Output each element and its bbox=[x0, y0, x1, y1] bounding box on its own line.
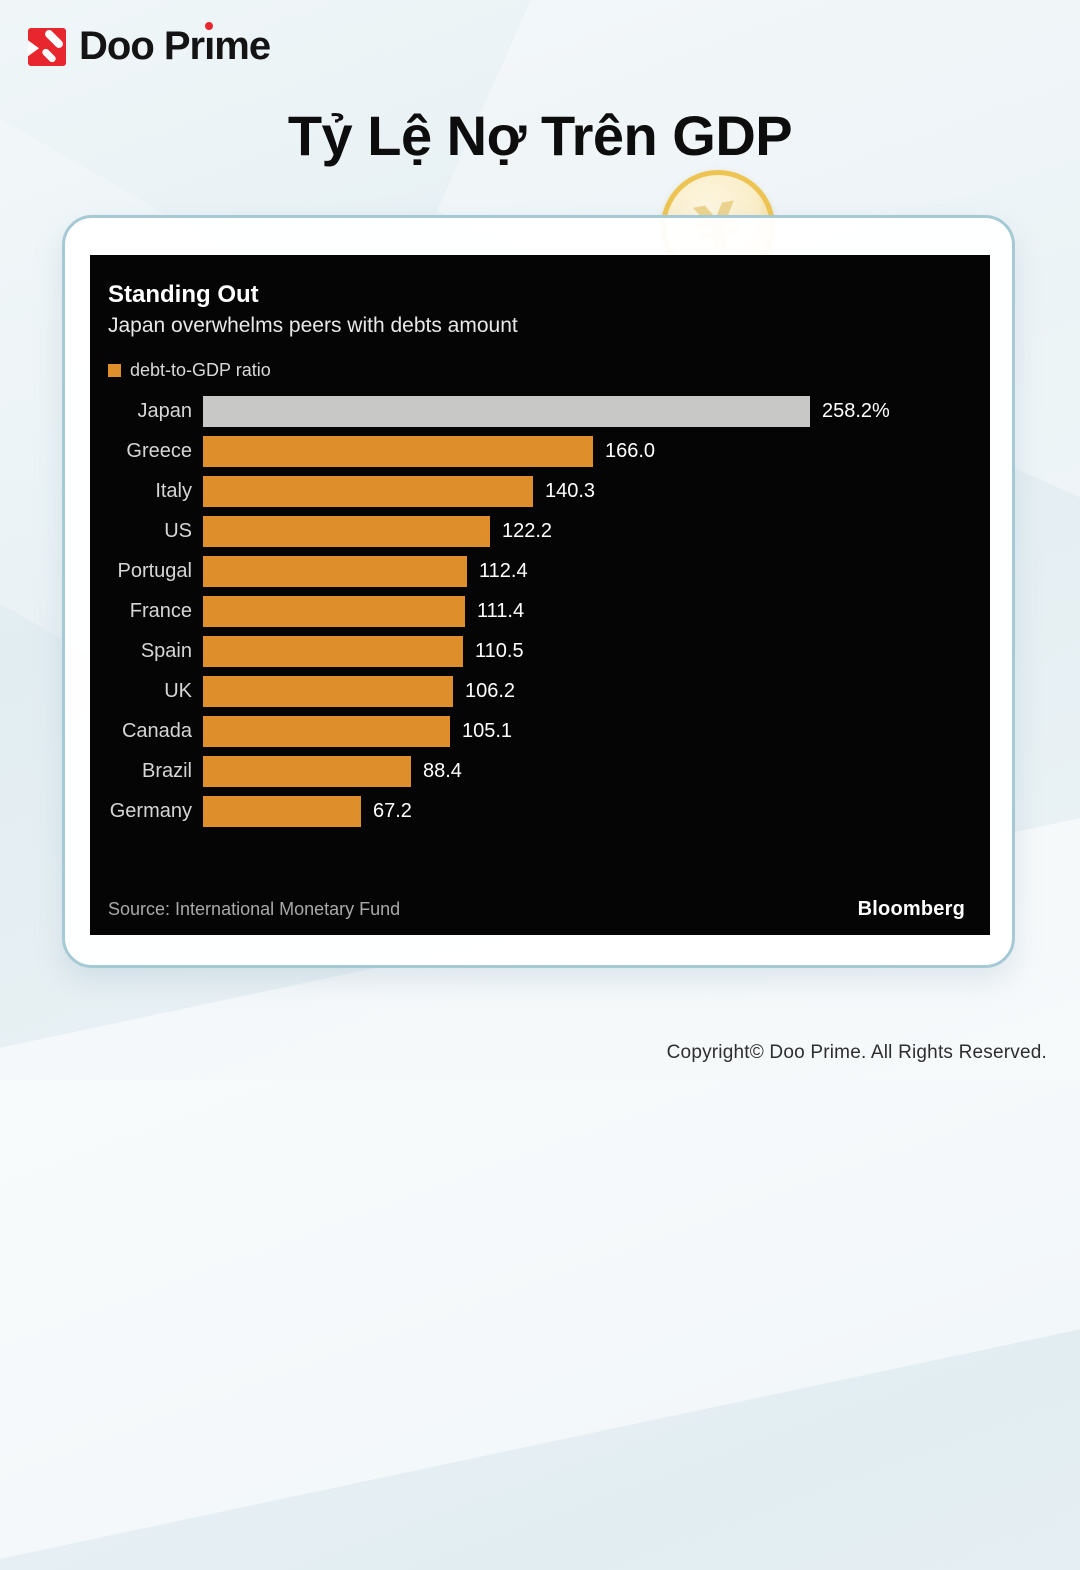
bar-category-label: US bbox=[164, 520, 192, 542]
legend-label: debt-to-GDP ratio bbox=[130, 360, 271, 380]
logo-slash-shape bbox=[40, 46, 58, 64]
doo-prime-logo-icon bbox=[28, 27, 66, 66]
bar-row: Brazil 88.4 bbox=[108, 756, 966, 787]
bar-value-label: 88.4 bbox=[423, 760, 462, 782]
bar-category-label: Spain bbox=[140, 640, 192, 662]
bar-category-label: France bbox=[129, 600, 192, 622]
page-title: Tỷ Lệ Nợ Trên GDP bbox=[287, 104, 793, 167]
bar-value-label: 67.2 bbox=[373, 800, 412, 822]
chart-title: Standing Out bbox=[108, 281, 259, 308]
bar-row: US 122.2 bbox=[108, 516, 966, 547]
bar bbox=[203, 396, 810, 427]
bloomberg-chart: Standing Out Japan overwhelms peers with… bbox=[90, 255, 990, 935]
bar-value-label: 122.2 bbox=[502, 520, 553, 542]
bar-value-label: 140.3 bbox=[545, 480, 596, 502]
bar-row: Italy 140.3 bbox=[108, 476, 966, 507]
bar-value-label: 106.2 bbox=[465, 680, 516, 702]
chart-source: Source: International Monetary Fund bbox=[108, 899, 401, 919]
chart-card: Standing Out Japan overwhelms peers with… bbox=[62, 215, 1015, 968]
doo-prime-wordmark: Doo Prıme bbox=[79, 24, 271, 69]
bar-value-label: 111.4 bbox=[477, 600, 525, 622]
bar-value-label: 110.5 bbox=[475, 640, 524, 662]
bar bbox=[203, 436, 593, 467]
chart-footer: Source: International Monetary Fund Bloo… bbox=[108, 898, 965, 921]
bloomberg-logo: Bloomberg bbox=[857, 898, 965, 920]
wordmark-segment: Doo Pr bbox=[79, 24, 205, 68]
bar-row: Japan 258.2% bbox=[108, 396, 966, 427]
copyright-text: Copyright© Doo Prime. All Rights Reserve… bbox=[666, 1042, 1047, 1063]
bar bbox=[203, 716, 450, 747]
bar-category-label: Germany bbox=[109, 800, 192, 822]
bar-row: Spain 110.5 bbox=[108, 636, 966, 667]
bar-row: Greece 166.0 bbox=[108, 436, 966, 467]
bar-row: UK 106.2 bbox=[108, 676, 966, 707]
bar-category-label: Canada bbox=[121, 720, 192, 742]
legend-swatch-icon bbox=[108, 364, 121, 377]
bar bbox=[203, 476, 533, 507]
bar-row: Portugal 112.4 bbox=[108, 556, 966, 587]
chart-subtitle: Japan overwhelms peers with debts amount bbox=[108, 314, 518, 337]
wordmark-segment: me bbox=[214, 24, 271, 68]
bar bbox=[203, 636, 463, 667]
logo-notch-shape bbox=[28, 39, 39, 56]
doo-prime-logo: Doo Prıme bbox=[28, 24, 271, 69]
bar-row: France 111.4 bbox=[108, 596, 966, 627]
bar-row: Germany 67.2 bbox=[108, 796, 966, 827]
bar-value-label: 258.2% bbox=[822, 400, 890, 422]
bar-value-label: 105.1 bbox=[462, 720, 513, 742]
chart-legend: debt-to-GDP ratio bbox=[108, 360, 966, 381]
logo-slash-shape bbox=[43, 27, 65, 50]
bar-value-label: 166.0 bbox=[605, 440, 656, 462]
bar-category-label: Italy bbox=[155, 480, 192, 502]
bar-category-label: Japan bbox=[137, 400, 193, 422]
bar-category-label: Greece bbox=[126, 440, 192, 462]
bar-value-label: 112.4 bbox=[479, 560, 528, 582]
bar-category-label: UK bbox=[164, 680, 192, 702]
bar-category-label: Brazil bbox=[141, 760, 192, 782]
bar bbox=[203, 796, 361, 827]
bar bbox=[203, 676, 453, 707]
bar bbox=[203, 596, 465, 627]
bar-rows: Japan 258.2% Greece 166.0 Italy 140.3 US 122.2 P… bbox=[108, 396, 966, 827]
wordmark-i-red-dot: ı bbox=[204, 24, 215, 68]
bar-row: Canada 105.1 bbox=[108, 716, 966, 747]
bar-category-label: Portugal bbox=[117, 560, 193, 582]
bar bbox=[203, 756, 411, 787]
bar bbox=[203, 516, 490, 547]
bar bbox=[203, 556, 467, 587]
